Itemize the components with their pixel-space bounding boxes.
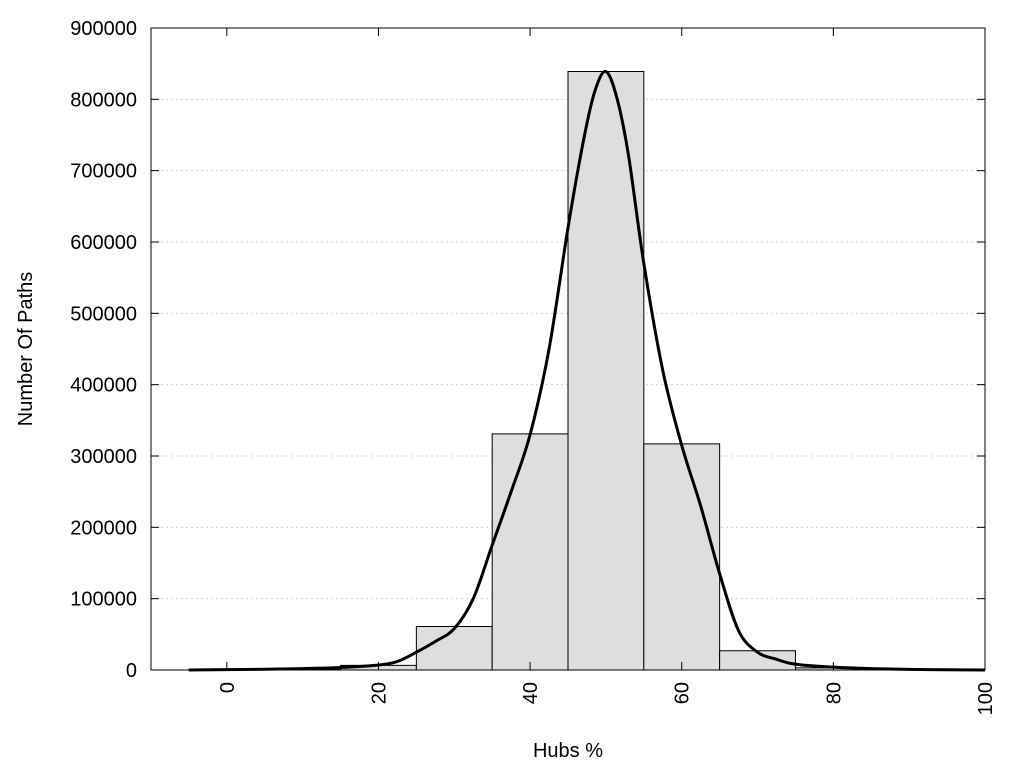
x-tick-label: 20 bbox=[368, 682, 390, 704]
x-tick-label: 100 bbox=[975, 682, 997, 715]
histogram-bar bbox=[643, 443, 721, 671]
y-tick-label: 300000 bbox=[70, 446, 137, 468]
density-curve bbox=[188, 70, 986, 672]
y-tick-label: 700000 bbox=[70, 161, 137, 183]
y-tick-label: 900000 bbox=[70, 18, 137, 40]
x-tick-label: 0 bbox=[217, 682, 239, 693]
plot-frame bbox=[150, 27, 986, 671]
y-tick-label: 800000 bbox=[70, 89, 137, 111]
x-tick-label: 40 bbox=[520, 682, 542, 704]
y-tick-label: 400000 bbox=[70, 375, 137, 397]
y-axis: 0 100000 200000 300000 400000 500000 600000 700… bbox=[70, 18, 985, 682]
y-tick-label: 0 bbox=[126, 660, 137, 682]
bars bbox=[188, 71, 986, 671]
y-tick-label: 200000 bbox=[70, 517, 137, 539]
density-curve-line bbox=[188, 70, 986, 672]
y-axis-title: Number Of Paths bbox=[15, 272, 37, 427]
x-tick-label: 80 bbox=[823, 682, 845, 704]
x-axis: 0 20 40 60 80 100 bbox=[217, 28, 997, 715]
x-axis-title: Hubs % bbox=[533, 740, 603, 762]
histogram-bar bbox=[491, 433, 569, 671]
histogram-bar bbox=[415, 625, 493, 671]
x-tick-label: 60 bbox=[672, 682, 694, 704]
y-tick-label: 600000 bbox=[70, 232, 137, 254]
y-tick-label: 100000 bbox=[70, 589, 137, 611]
y-tick-label: 500000 bbox=[70, 303, 137, 325]
